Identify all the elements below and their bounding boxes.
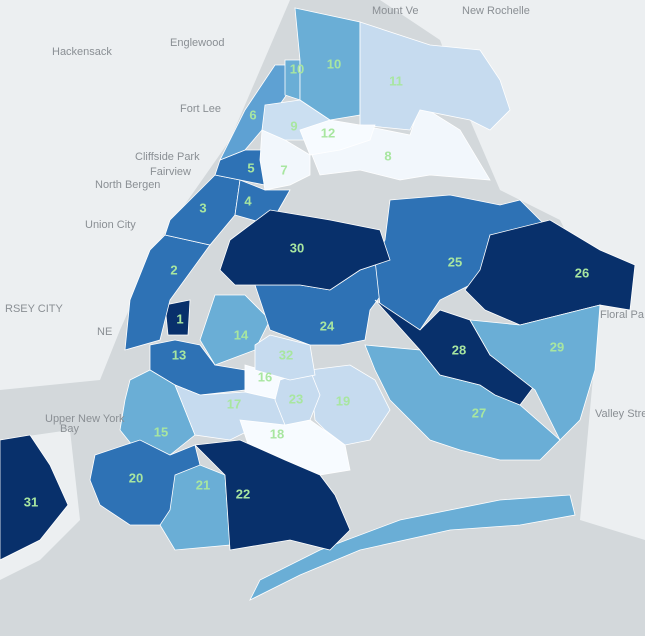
district bbox=[124, 234, 211, 351]
district bbox=[194, 439, 351, 551]
district-label: 10 bbox=[327, 56, 341, 71]
district-label: 26 bbox=[575, 265, 589, 280]
district bbox=[159, 464, 231, 551]
district-label: 18 bbox=[270, 426, 284, 441]
district bbox=[374, 299, 536, 406]
place-label: Fort Lee bbox=[180, 103, 221, 115]
places: Mount Ve New Rochelle Hackensack Englewood F… bbox=[5, 5, 645, 435]
district-label: 29 bbox=[550, 339, 564, 354]
district-label: 17 bbox=[227, 396, 241, 411]
district-label: 28 bbox=[452, 342, 466, 357]
district-label: 6 bbox=[249, 107, 256, 122]
district-label: 25 bbox=[448, 254, 462, 269]
district bbox=[259, 129, 311, 191]
district bbox=[254, 334, 316, 381]
district-label: 30 bbox=[290, 240, 304, 255]
place-label: North Bergen bbox=[95, 179, 160, 191]
district-label: 3 bbox=[199, 200, 206, 215]
district bbox=[469, 304, 601, 441]
district-label: 20 bbox=[129, 470, 143, 485]
district-label: 24 bbox=[320, 318, 335, 333]
district-label: 32 bbox=[279, 347, 293, 362]
district-label: 13 bbox=[172, 347, 186, 362]
district-label: 1 bbox=[176, 311, 183, 326]
district-label: 12 bbox=[321, 125, 335, 140]
place-label: NE bbox=[97, 326, 112, 338]
place-label: RSEY CITY bbox=[5, 303, 64, 315]
long-island-land bbox=[380, 0, 645, 540]
district-label: 7 bbox=[280, 162, 287, 177]
district-label: 11 bbox=[389, 73, 403, 88]
district-label: 21 bbox=[196, 477, 210, 492]
district-label: 2 bbox=[170, 262, 177, 277]
place-label: Fairview bbox=[150, 166, 191, 178]
district bbox=[164, 299, 191, 336]
place-label: Bay bbox=[60, 423, 79, 435]
district bbox=[309, 364, 391, 446]
place-label: Valley Stre bbox=[595, 408, 645, 420]
district bbox=[219, 209, 391, 291]
district-label: 4 bbox=[244, 193, 252, 208]
new-jersey-land bbox=[0, 0, 290, 390]
district-label: 22 bbox=[236, 486, 250, 501]
district-label: 8 bbox=[384, 148, 391, 163]
district bbox=[0, 434, 69, 561]
place-label: Upper New York bbox=[45, 413, 125, 425]
rockaway bbox=[249, 494, 576, 601]
district bbox=[359, 21, 511, 131]
place-label: Floral Pa bbox=[600, 309, 645, 321]
district-label: 27 bbox=[472, 405, 486, 420]
place-label: Union City bbox=[85, 219, 136, 231]
district-label: 15 bbox=[154, 424, 168, 439]
district-label: 23 bbox=[289, 391, 303, 406]
district-label: 10 bbox=[290, 61, 304, 76]
district-label: 31 bbox=[24, 494, 38, 509]
place-label: Cliffside Park bbox=[135, 151, 200, 163]
district-label: 14 bbox=[234, 327, 249, 342]
district-label: 16 bbox=[258, 369, 272, 384]
place-label: Hackensack bbox=[52, 46, 112, 58]
district-label: 5 bbox=[247, 160, 254, 175]
place-label: Englewood bbox=[170, 37, 224, 49]
district bbox=[119, 369, 196, 456]
place-label: New Rochelle bbox=[462, 5, 530, 17]
district-label: 19 bbox=[336, 393, 350, 408]
district-label: 9 bbox=[290, 118, 297, 133]
district bbox=[299, 119, 376, 156]
place-label: Mount Ve bbox=[372, 5, 418, 17]
